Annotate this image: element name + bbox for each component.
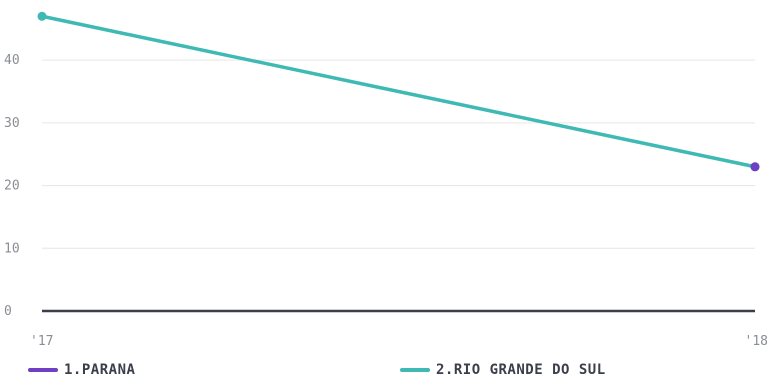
x-axis-ticks: '17 '18 xyxy=(30,334,768,349)
y-tick-label: 30 xyxy=(4,116,20,131)
y-axis-ticks: 0 10 20 30 40 xyxy=(4,53,20,319)
series-lines xyxy=(37,11,760,172)
legend-item-parana[interactable]: 1.PARANA xyxy=(28,360,135,380)
y-tick-label: 40 xyxy=(4,53,20,68)
y-tick-label: 10 xyxy=(4,241,20,256)
data-point[interactable] xyxy=(750,162,760,172)
legend-swatch-rio-grande-do-sul xyxy=(400,368,430,372)
y-tick-label: 0 xyxy=(4,304,12,319)
x-tick-label: '18 xyxy=(745,334,768,349)
legend-swatch-parana xyxy=(28,368,58,372)
legend-item-rio-grande-do-sul[interactable]: 2.RIO GRANDE DO SUL xyxy=(400,360,606,380)
x-tick-label: '17 xyxy=(30,334,53,349)
legend-label-parana: 1.PARANA xyxy=(64,362,136,378)
series-line xyxy=(40,14,757,169)
grid-lines xyxy=(42,59,755,313)
legend: 1.PARANA 2.RIO GRANDE DO SUL xyxy=(0,360,770,380)
legend-label-rio-grande-do-sul: 2.RIO GRANDE DO SUL xyxy=(436,362,606,378)
line-chart: 0 10 20 30 40 '17 '18 xyxy=(4,11,768,349)
data-point[interactable] xyxy=(37,11,47,21)
y-tick-label: 20 xyxy=(4,179,20,194)
